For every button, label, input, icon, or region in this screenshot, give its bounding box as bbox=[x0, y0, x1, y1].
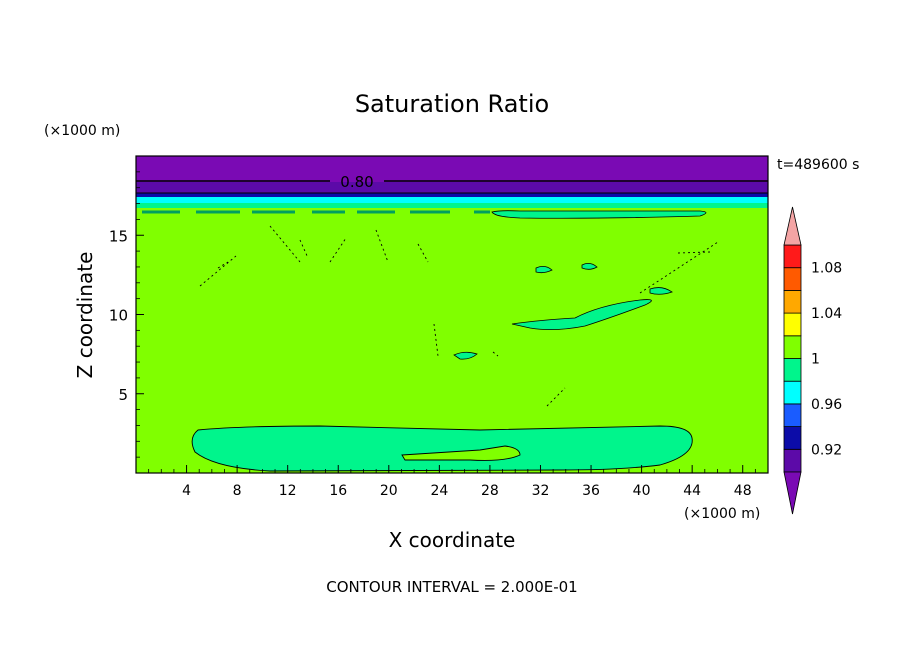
y-axis-ticks: 5 10 15 bbox=[109, 171, 144, 458]
field-bulk-saturated bbox=[136, 156, 768, 473]
colorbar-label-1: 0.96 bbox=[811, 397, 842, 413]
scattered-filaments bbox=[199, 225, 719, 407]
x-tick-label-48: 48 bbox=[734, 483, 752, 499]
field-blue-band bbox=[136, 193, 768, 197]
x-axis-unit: (×1000 m) bbox=[684, 506, 760, 522]
colorbar-swatch-2 bbox=[783, 403, 802, 427]
x-tick-label-20: 20 bbox=[380, 483, 398, 499]
field-upper-darkband bbox=[136, 182, 768, 194]
x-tick-label-36: 36 bbox=[582, 483, 600, 499]
colorbar-label-3: 1.04 bbox=[811, 306, 842, 322]
x-tick-label-24: 24 bbox=[430, 483, 448, 499]
low-level-inner-region bbox=[401, 445, 521, 461]
z-axis-unit: (×1000 m) bbox=[44, 123, 120, 139]
field-teal-band bbox=[136, 203, 768, 208]
small-patch-2 bbox=[535, 266, 553, 274]
x-tick-label-44: 44 bbox=[683, 483, 701, 499]
small-patch-1 bbox=[453, 351, 478, 360]
colorbar-swatch-5 bbox=[783, 335, 802, 359]
colorbar-swatch-8 bbox=[783, 267, 802, 291]
colorbar-label-4: 1.08 bbox=[811, 261, 842, 277]
small-patch-3 bbox=[581, 263, 598, 270]
tropopause-elongated-region bbox=[491, 210, 707, 219]
x-tick-label-40: 40 bbox=[633, 483, 651, 499]
x-tick-label-12: 12 bbox=[279, 483, 297, 499]
low-level-region bbox=[191, 425, 693, 472]
contour-interval-footer: CONTOUR INTERVAL = 2.000E-01 bbox=[326, 578, 577, 596]
x-tick-label-16: 16 bbox=[329, 483, 347, 499]
colorbar-swatch-1 bbox=[783, 426, 802, 450]
y-axis-label: Z coordinate bbox=[73, 252, 97, 379]
colorbar-swatch-4 bbox=[783, 358, 802, 382]
plot-area: 0.80 bbox=[135, 155, 769, 474]
y-tick-label-5: 5 bbox=[118, 386, 128, 404]
colorbar-label-2: 1 bbox=[811, 352, 820, 368]
colorbar-swatch-7 bbox=[783, 289, 802, 314]
x-axis-label: X coordinate bbox=[389, 528, 516, 552]
y-tick-label-10: 10 bbox=[109, 307, 128, 325]
colorbar-swatch-3 bbox=[783, 380, 802, 405]
y-tick-label-15: 15 bbox=[109, 227, 128, 245]
colorbar-swatch-0 bbox=[783, 448, 802, 473]
colorbar-swatch-6 bbox=[783, 312, 802, 337]
colorbar-label-0: 0.92 bbox=[811, 442, 842, 458]
time-label: t=489600 s bbox=[777, 157, 859, 173]
contour-label-0-80: 0.80 bbox=[340, 173, 373, 191]
colorbar-under-arrow bbox=[783, 471, 802, 515]
x-tick-label-32: 32 bbox=[532, 483, 550, 499]
small-patch-4 bbox=[649, 287, 673, 295]
chart-title: Saturation Ratio bbox=[355, 90, 549, 118]
colorbar-over-arrow bbox=[783, 206, 802, 246]
x-tick-label-4: 4 bbox=[182, 483, 191, 499]
mid-level-region bbox=[511, 299, 652, 330]
colorbar: 0.92 0.96 1 1.04 1.08 bbox=[783, 206, 842, 515]
colorbar-swatch-9 bbox=[783, 244, 802, 269]
x-tick-label-28: 28 bbox=[481, 483, 499, 499]
x-tick-label-8: 8 bbox=[233, 483, 242, 499]
field-cyan-band bbox=[136, 197, 768, 203]
x-axis-ticks: 4 8 12 16 20 24 28 32 36 40 44 48 bbox=[148, 465, 756, 499]
